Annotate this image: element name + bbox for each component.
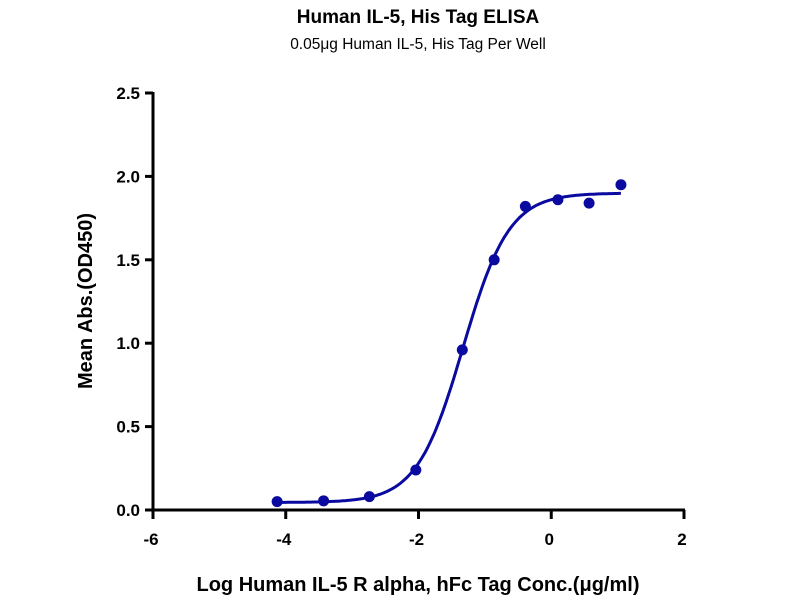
- chart-title: Human IL-5, His Tag ELISA: [297, 7, 540, 28]
- data-point: [488, 254, 500, 266]
- y-axis-label: Mean Abs.(OD450): [75, 213, 97, 389]
- x-axis-label: Log Human IL-5 R alpha, hFc Tag Conc.(μg…: [197, 574, 640, 596]
- data-point: [318, 495, 330, 507]
- data-point: [519, 200, 531, 212]
- data-point: [456, 344, 468, 356]
- y-tick-label: 0.5: [116, 418, 140, 437]
- axes: 0.0 0.5 1.0 1.5 2.0 2.5 -6 -4 -2 0 2: [116, 84, 686, 549]
- x-tick-label: -6: [143, 530, 158, 549]
- plot-area: [271, 179, 627, 508]
- y-tick-label: 2.5: [116, 84, 140, 103]
- data-point: [271, 496, 283, 508]
- data-point: [552, 194, 564, 206]
- data-point: [615, 179, 627, 191]
- fit-curve: [277, 191, 621, 504]
- x-tick-label: 0: [545, 530, 554, 549]
- chart-subtitle: 0.05μg Human IL-5, His Tag Per Well: [290, 36, 546, 53]
- x-tick-label: -4: [276, 530, 292, 549]
- y-tick-label: 1.5: [116, 251, 140, 270]
- y-tick-label: 1.0: [116, 334, 140, 353]
- x-tick-label: 2: [677, 530, 686, 549]
- y-tick-label: 2.0: [116, 167, 140, 186]
- data-point: [363, 491, 375, 503]
- data-point: [410, 464, 422, 476]
- data-point: [583, 197, 595, 209]
- x-tick-label: -2: [409, 530, 424, 549]
- y-tick-label: 0.0: [116, 501, 140, 520]
